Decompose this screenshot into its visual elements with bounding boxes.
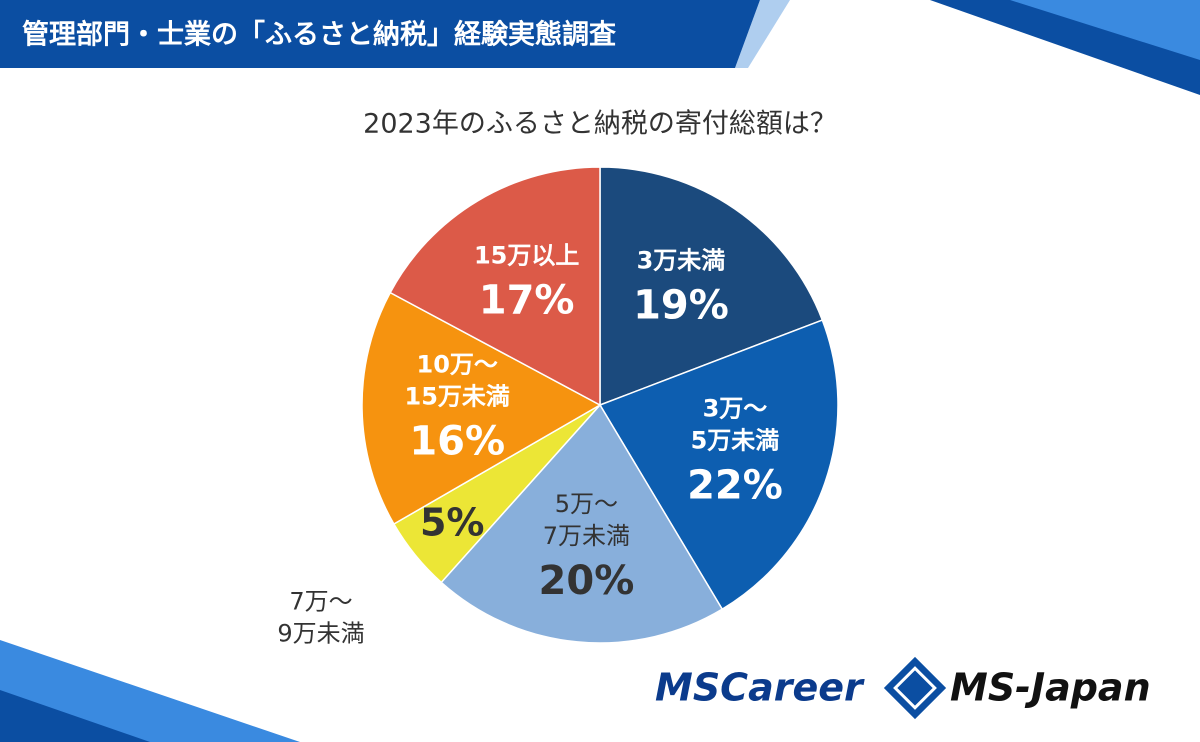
logo-area: MSCareer MS-Japan (655, 656, 1151, 720)
chart-title: 2023年のふるさと納税の寄付総額は？ (363, 109, 837, 140)
category-label: 3万～ (703, 395, 768, 423)
pie-slice (598, 319, 839, 611)
header-accent (735, 0, 790, 68)
category-label: 9万未満 (277, 620, 364, 648)
header-band (0, 0, 760, 68)
value-label: 22% (687, 463, 783, 509)
category-label: 15万以上 (474, 241, 579, 269)
pie-slice (389, 166, 601, 407)
category-label: 10万～ (417, 350, 498, 378)
pie: 3万未満 19% 3万～ 5万未満 22% 5万～ 7万未満 20% 5% 7万～ 9万未満 10万～… (277, 166, 839, 648)
category-label: 5万～ (555, 490, 618, 518)
corner-stripe (1010, 0, 1200, 60)
logo-mscareer: MSCareer (655, 666, 865, 710)
corner-stripe (0, 690, 150, 742)
pie-slice (599, 166, 824, 407)
value-label: 5% (420, 501, 485, 545)
value-label: 20% (539, 558, 635, 604)
value-label: 16% (409, 418, 505, 464)
category-label: 15万未満 (405, 382, 510, 410)
pie-slice (361, 291, 602, 526)
category-label: 7万～ (289, 588, 352, 616)
value-label: 17% (479, 277, 575, 323)
value-label: 19% (633, 282, 729, 328)
category-label: 3万未満 (637, 246, 726, 274)
pie-slice (440, 403, 724, 644)
category-label: 7万未満 (543, 522, 630, 550)
logo-msjapan: MS-Japan (950, 666, 1151, 710)
logo-icon (883, 656, 947, 720)
category-label: 5万未満 (691, 427, 780, 455)
header-title: 管理部門・士業の「ふるさと納税」経験実態調査 (22, 19, 616, 51)
